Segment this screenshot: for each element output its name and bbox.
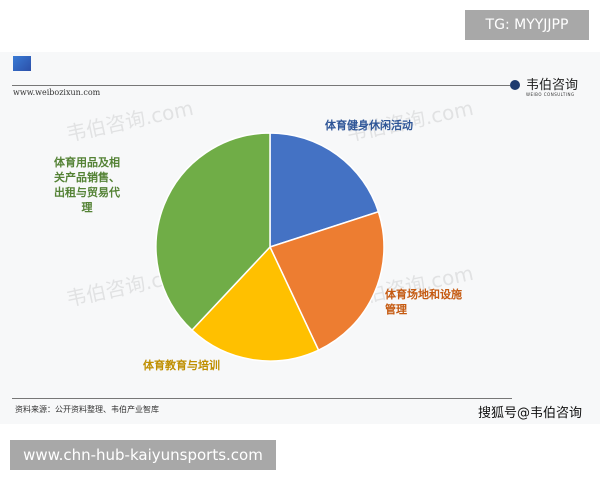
bottom-url: www.chn-hub-kaiyunsports.com: [10, 440, 276, 470]
slice-label: 体育用品及相关产品销售、出租与贸易代理: [54, 156, 120, 214]
brand-logo-icon: [510, 80, 520, 90]
pie-slice-0: [269, 132, 380, 249]
brand-name: 韦伯咨询: [526, 78, 579, 93]
pie-slice-1: [268, 210, 385, 352]
footer-divider: [12, 398, 512, 399]
slice-label: 体育场地和设施管理: [385, 288, 462, 316]
footer-watermark: 搜狐号@韦伯咨询: [478, 406, 583, 421]
pie-slice-3: [155, 132, 271, 332]
slice-label: 体育教育与培训: [143, 359, 220, 372]
slice-label: 体育健身休闲活动: [325, 119, 413, 132]
brand-subtitle: WEIBO CONSULTING: [526, 92, 575, 97]
logo-square-icon: [13, 56, 31, 71]
source-note: 资料来源：公开资料整理、韦伯产业智库: [15, 405, 159, 414]
pie-slice-2: [190, 245, 320, 362]
corner-tag: TG: MYYJJPP: [465, 10, 589, 40]
header-divider: [12, 85, 510, 86]
site-url: www.weibozixun.com: [13, 88, 101, 97]
